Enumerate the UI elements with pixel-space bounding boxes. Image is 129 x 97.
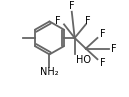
Text: F: F	[111, 44, 117, 54]
Text: F: F	[85, 16, 91, 26]
Text: F: F	[100, 29, 106, 39]
Text: HO: HO	[76, 55, 91, 65]
Text: F: F	[55, 16, 61, 26]
Text: NH₂: NH₂	[40, 67, 59, 77]
Text: F: F	[100, 58, 106, 68]
Text: F: F	[69, 1, 75, 11]
